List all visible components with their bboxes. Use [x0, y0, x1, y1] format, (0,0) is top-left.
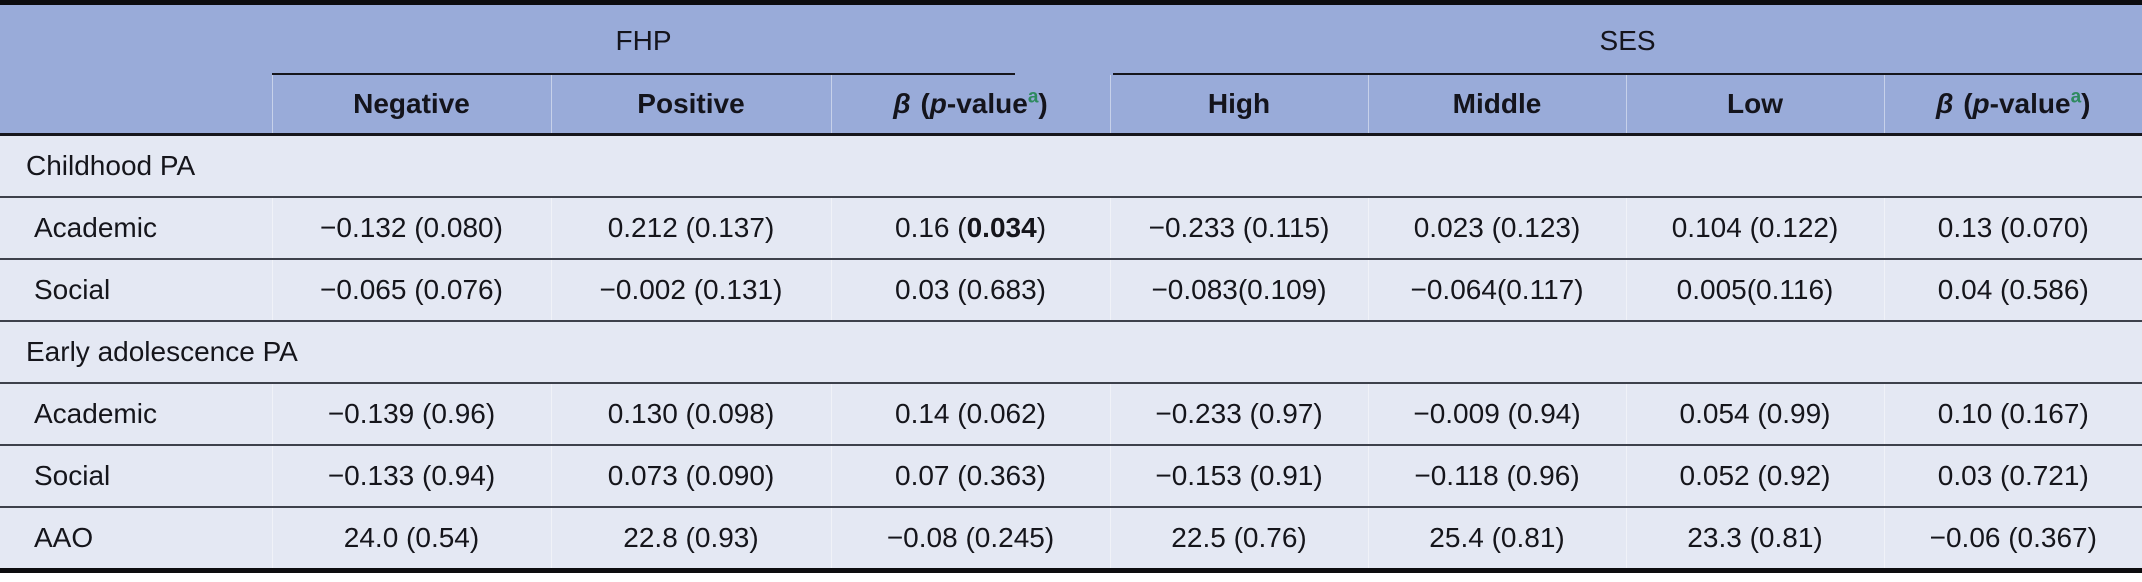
value-cell: 23.3 (0.81) [1625, 507, 1885, 571]
column-header-high: High [1109, 75, 1369, 135]
header-group-ses-label: SES [1113, 11, 2142, 75]
value-cell: 0.03 (0.721) [1883, 445, 2142, 507]
data-row: Social −0.133 (0.94) 0.073 (0.090) 0.07 (0.… [0, 445, 2142, 507]
value-cell: 0.10 (0.167) [1883, 383, 2142, 445]
table-body: Childhood PA Academic −0.132 (0.080) 0.212 … [0, 134, 2142, 571]
value-cell: −0.002 (0.131) [550, 259, 831, 321]
section-row: Childhood PA [0, 134, 2142, 197]
value-cell: 0.03 (0.683) [830, 259, 1111, 321]
header-stub [0, 2, 272, 75]
value-cell: 0.14 (0.062) [830, 383, 1111, 445]
header-group-fhp: FHP [272, 2, 1111, 75]
value-cell: 0.07 (0.363) [830, 445, 1111, 507]
column-header-row: Negative Positive β (p-valuea) High Midd… [0, 75, 2142, 135]
column-header-beta-ses: β (p-valuea) [1883, 75, 2142, 135]
section-label: Childhood PA [0, 134, 2142, 197]
data-row: Academic −0.139 (0.96) 0.130 (0.098) 0.14 (… [0, 383, 2142, 445]
value-cell: 0.005(0.116) [1625, 259, 1885, 321]
value-cell: 0.16 (0.034) [830, 197, 1111, 259]
value-cell: −0.065 (0.076) [271, 259, 551, 321]
value-cell: 0.104 (0.122) [1625, 197, 1885, 259]
value-cell: −0.08 (0.245) [830, 507, 1111, 571]
value-cell: −0.139 (0.96) [271, 383, 551, 445]
value-cell: −0.233 (0.97) [1109, 383, 1369, 445]
column-header-negative: Negative [271, 75, 551, 135]
value-cell: −0.133 (0.94) [271, 445, 551, 507]
value-cell: 24.0 (0.54) [271, 507, 551, 571]
value-cell: −0.132 (0.080) [271, 197, 551, 259]
value-cell: 0.023 (0.123) [1367, 197, 1627, 259]
value-cell: 0.130 (0.098) [550, 383, 831, 445]
section-row: Early adolescence PA [0, 321, 2142, 383]
value-cell: 0.13 (0.070) [1883, 197, 2142, 259]
value-cell: 25.4 (0.81) [1367, 507, 1627, 571]
data-row: Social −0.065 (0.076) −0.002 (0.131) 0.03 (… [0, 259, 2142, 321]
header-stub [0, 75, 272, 135]
row-label: AAO [0, 507, 272, 571]
p-symbol: p [1972, 88, 1990, 119]
significant-p-value: 0.034 [966, 212, 1037, 243]
row-label: Academic [0, 197, 272, 259]
table-header: FHP SES Negative Positive β (p-valuea) H… [0, 2, 2142, 135]
row-label: Academic [0, 383, 272, 445]
value-cell: 0.04 (0.586) [1883, 259, 2142, 321]
value-cell: −0.118 (0.96) [1367, 445, 1627, 507]
beta-symbol: β [1936, 88, 1954, 119]
group-header-row: FHP SES [0, 2, 2142, 75]
beta-symbol: β [893, 88, 911, 119]
footnote-marker-a: a [2070, 86, 2082, 108]
data-row: Academic −0.132 (0.080) 0.212 (0.137) 0.16 … [0, 197, 2142, 259]
value-cell: 22.8 (0.93) [550, 507, 831, 571]
column-header-middle: Middle [1367, 75, 1627, 135]
data-row: AAO 24.0 (0.54) 22.8 (0.93) −0.08 (0.245) 22… [0, 507, 2142, 571]
value-cell: 0.212 (0.137) [550, 197, 831, 259]
value-cell: −0.083(0.109) [1109, 259, 1369, 321]
section-label: Early adolescence PA [0, 321, 2142, 383]
value-cell: −0.233 (0.115) [1109, 197, 1369, 259]
value-cell: 22.5 (0.76) [1109, 507, 1369, 571]
value-cell: −0.064(0.117) [1367, 259, 1627, 321]
row-label: Social [0, 259, 272, 321]
p-symbol: p [929, 88, 947, 119]
value-cell: −0.06 (0.367) [1883, 507, 2142, 571]
footnote-marker-a: a [1027, 86, 1039, 108]
value-cell: 0.054 (0.99) [1625, 383, 1885, 445]
header-group-ses: SES [1110, 2, 2142, 75]
header-group-fhp-label: FHP [272, 11, 1016, 75]
column-header-positive: Positive [550, 75, 831, 135]
value-cell: −0.009 (0.94) [1367, 383, 1627, 445]
value-cell: −0.153 (0.91) [1109, 445, 1369, 507]
row-label: Social [0, 445, 272, 507]
value-cell: 0.052 (0.92) [1625, 445, 1885, 507]
column-header-beta-fhp: β (p-valuea) [830, 75, 1111, 135]
column-header-low: Low [1625, 75, 1885, 135]
value-cell: 0.073 (0.090) [550, 445, 831, 507]
